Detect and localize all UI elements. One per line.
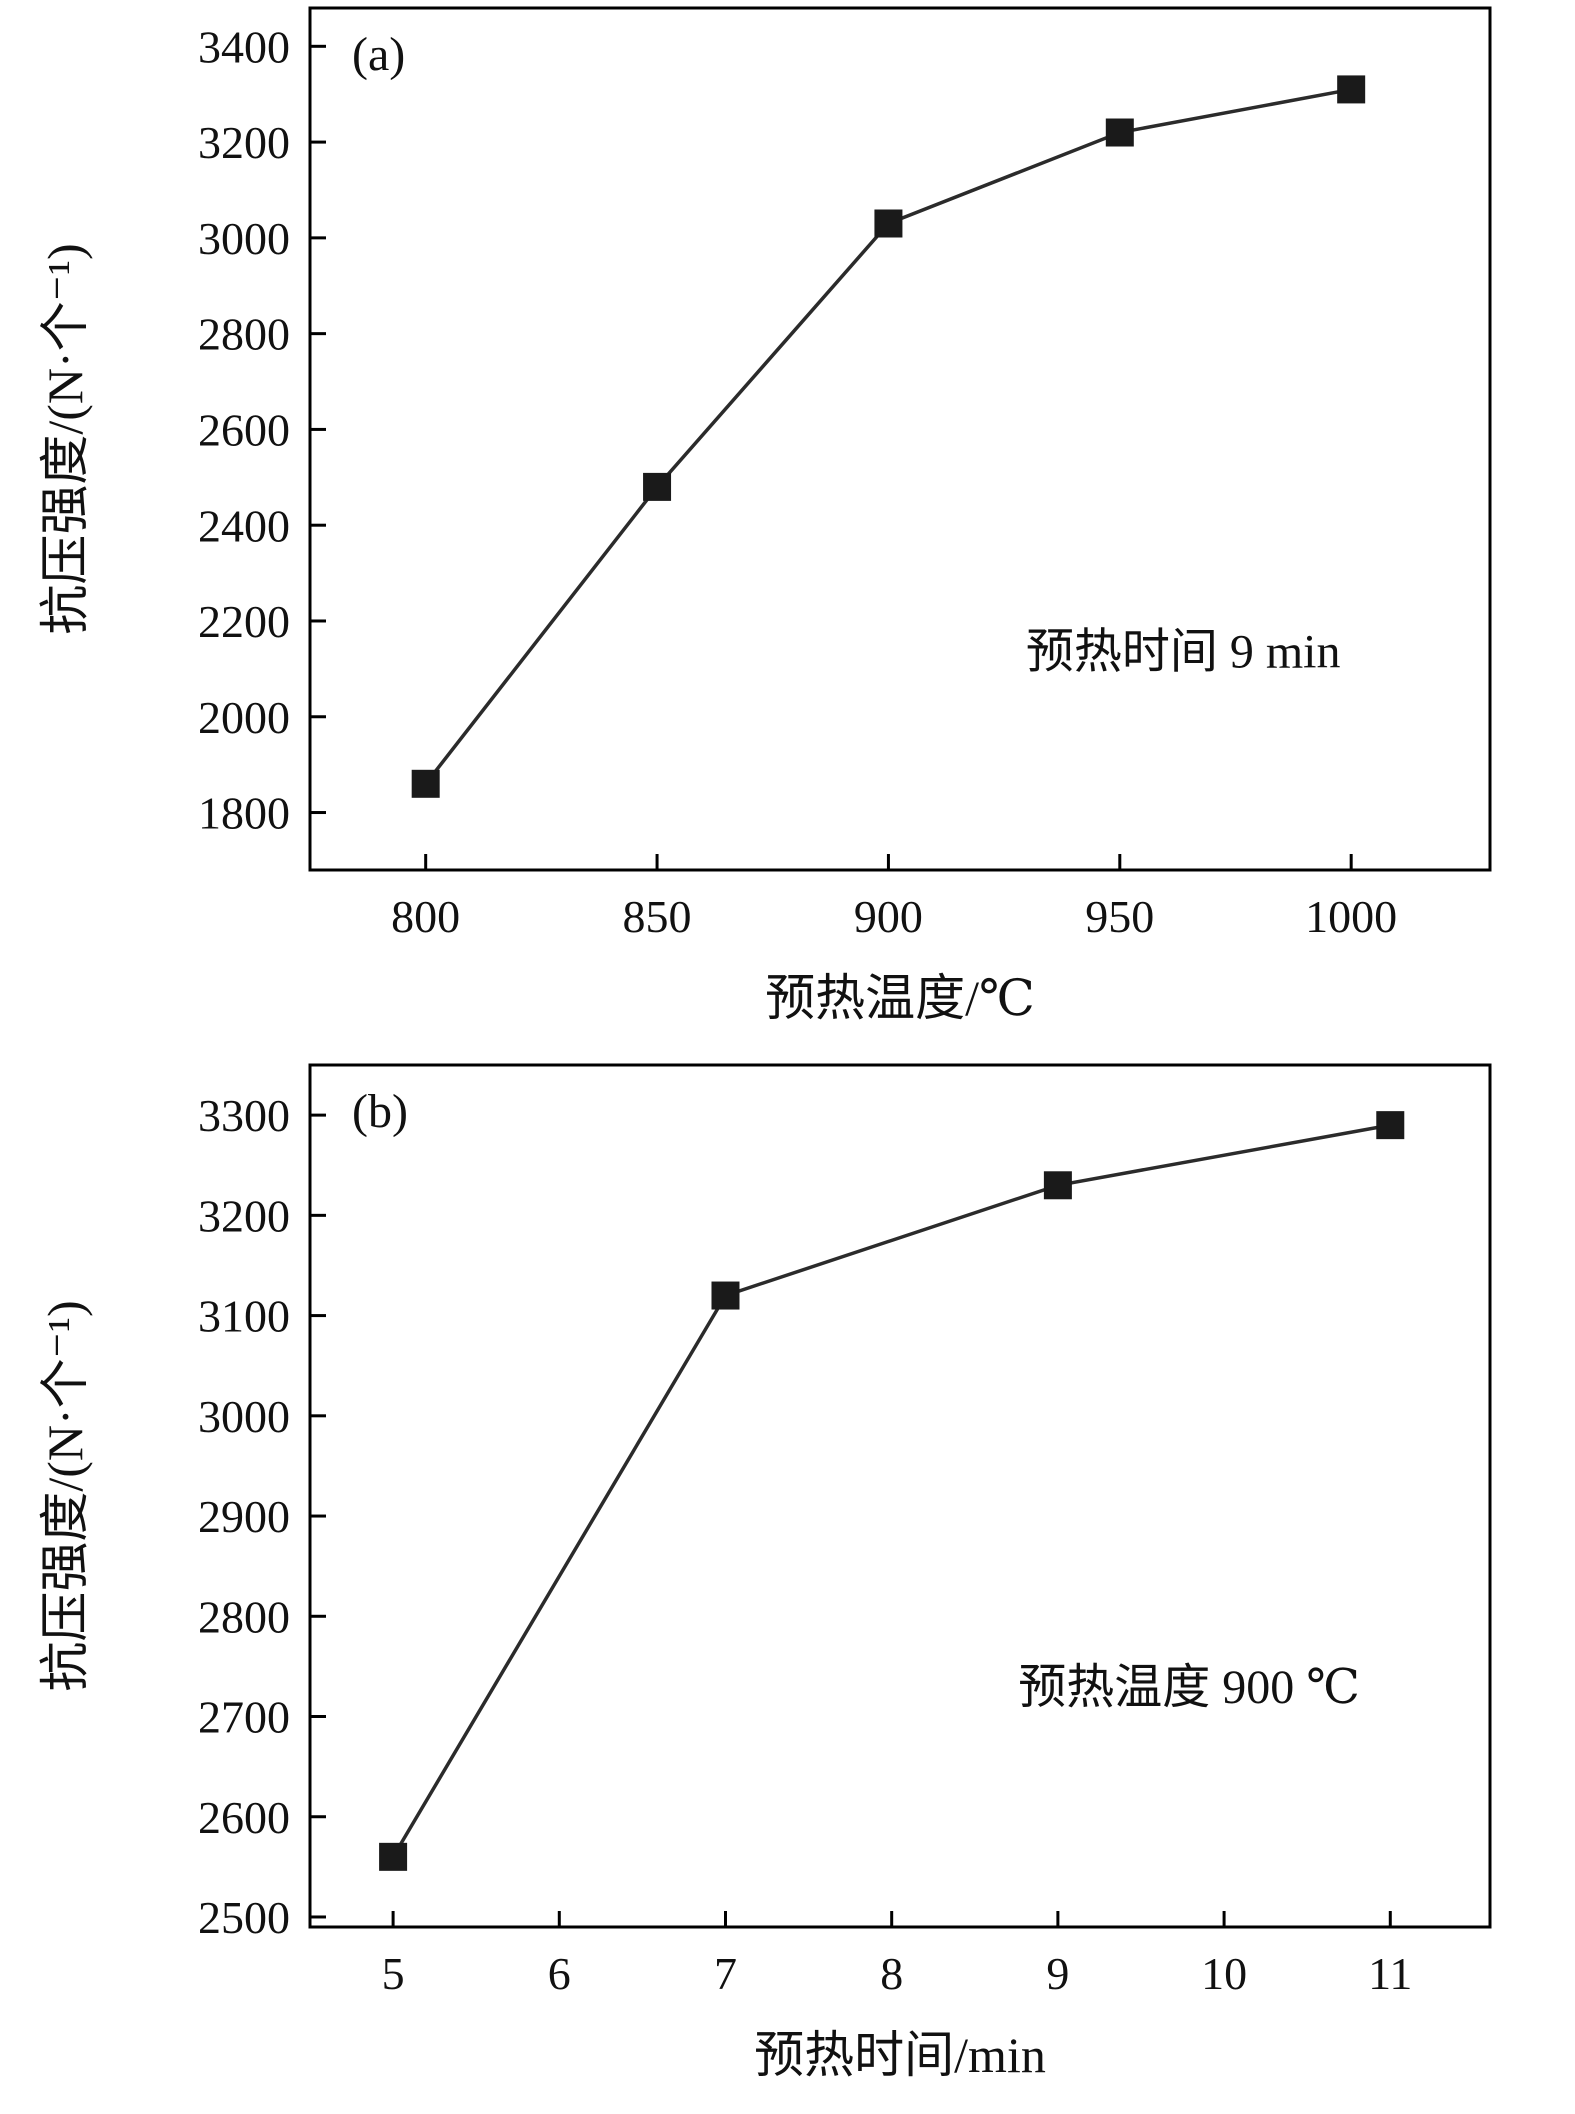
x-tick-label: 800 (391, 891, 460, 942)
y-tick-label: 2400 (198, 500, 290, 551)
x-tick-label: 10 (1201, 1948, 1247, 1999)
panel-label: (a) (352, 28, 405, 81)
data-line (391, 1123, 1391, 1858)
annotation-text: 预热温度 900 ℃ (1018, 1661, 1360, 1714)
y-tick-label: 2600 (198, 1792, 290, 1843)
plot-frame (308, 1063, 1492, 1929)
x-tick-label: 950 (1085, 891, 1154, 942)
data-point-marker (1043, 1171, 1072, 1200)
y-tick-label: 1800 (198, 788, 290, 839)
x-tick-label: 850 (623, 891, 692, 942)
x-axis-title: 预热温度/℃ (765, 970, 1035, 1026)
data-point-marker (1337, 75, 1366, 104)
chart-panel-a: 800 850 900 950 1000 1800 2000 2200 2400 2600 2800… (37, 6, 1492, 1026)
y-axis-title: 抗压强度/(N·个⁻¹) (37, 243, 93, 634)
chart-panel-b: 5 6 7 8 9 10 11 2500 2600 2700 2800 2900 3000 3100 320… (37, 1063, 1492, 2083)
y-tick-label: 2800 (198, 309, 290, 360)
data-point-marker (1105, 118, 1134, 147)
y-axis-title: 抗压强度/(N·个⁻¹) (37, 1300, 93, 1691)
panel-label: (b) (352, 1085, 408, 1138)
y-tick-label: 3200 (198, 1190, 290, 1241)
x-tick-label: 7 (714, 1948, 737, 1999)
x-axis-title: 预热时间/min (754, 2027, 1046, 2083)
y-tick-label: 3300 (198, 1090, 290, 1141)
data-point-marker (711, 1281, 740, 1310)
data-point-marker (411, 769, 440, 798)
data-point-marker (643, 472, 672, 501)
data-line (424, 87, 1352, 785)
y-tick-label: 3000 (198, 1391, 290, 1442)
y-tick-label: 3000 (198, 213, 290, 264)
data-point-marker (1376, 1111, 1405, 1140)
y-tick-label: 2700 (198, 1692, 290, 1743)
y-tick-label: 2800 (198, 1591, 290, 1642)
y-tick-label: 3400 (198, 21, 290, 72)
x-tick-label: 1000 (1305, 891, 1397, 942)
y-tick-label: 2200 (198, 596, 290, 647)
annotation-text: 预热时间 9 min (1026, 625, 1341, 678)
y-tick-label: 2500 (198, 1892, 290, 1943)
y-tick-label: 3100 (198, 1291, 290, 1342)
x-tick-label: 8 (880, 1948, 903, 1999)
x-tick-label: 5 (382, 1948, 405, 1999)
y-tick-label: 3200 (198, 117, 290, 168)
plot-frame (308, 6, 1492, 872)
y-tick-label: 2000 (198, 692, 290, 743)
x-tick-label: 11 (1368, 1948, 1412, 1999)
data-point-marker (379, 1842, 408, 1871)
data-point-marker (874, 209, 903, 238)
y-tick-label: 2900 (198, 1491, 290, 1542)
x-tick-label: 900 (854, 891, 923, 942)
x-tick-label: 6 (548, 1948, 571, 1999)
x-tick-label: 9 (1046, 1948, 1069, 1999)
y-tick-label: 2600 (198, 405, 290, 456)
